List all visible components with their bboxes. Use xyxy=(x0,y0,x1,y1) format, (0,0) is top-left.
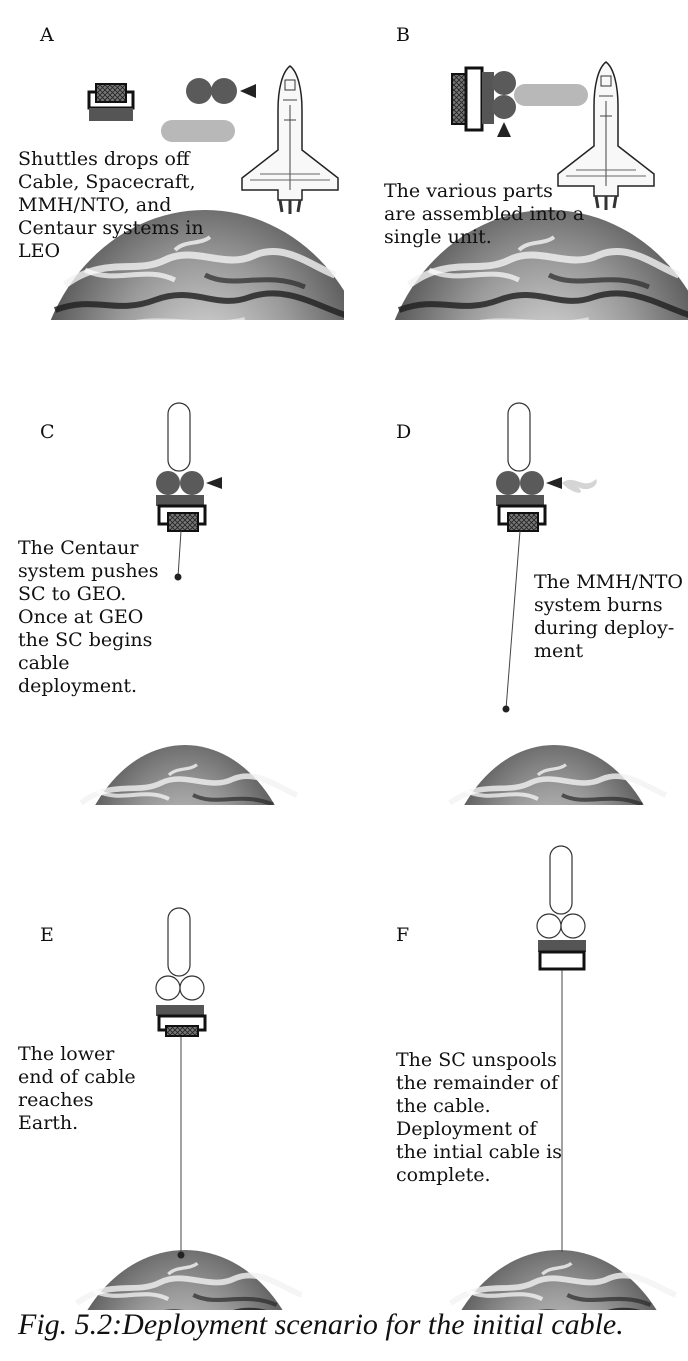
spacecraft-module xyxy=(496,471,597,532)
cable-end-weight xyxy=(502,705,510,713)
panel-e-illustration xyxy=(0,907,344,1310)
panel-f-letter: F xyxy=(396,924,410,946)
spacecraft-module xyxy=(536,913,586,971)
earth-limb xyxy=(50,210,344,320)
panel-f: F The SC unspools the remainder of the c… xyxy=(344,840,688,1310)
panel-e-caption: The lower end of cable reaches Earth. xyxy=(18,1043,136,1134)
panel-c: C The Centaur system pushes SC to GEO. O… xyxy=(0,385,344,805)
panel-a-illustration xyxy=(50,65,344,320)
panel-a: A Shuttles drops off Cable, Spacecraft, … xyxy=(0,0,344,320)
assembled-unit xyxy=(451,66,588,137)
cable-line xyxy=(177,530,182,578)
centaur-tank xyxy=(549,845,573,915)
panel-e: E The lower end of cable reaches Earth. xyxy=(0,840,344,1310)
centaur-tank xyxy=(161,120,235,142)
panel-c-illustration xyxy=(0,402,344,805)
panel-b-letter: B xyxy=(396,24,410,46)
earth-limb xyxy=(394,210,688,320)
panel-e-letter: E xyxy=(40,924,54,946)
panel-b: B The various parts are assembled into a… xyxy=(344,0,688,320)
panel-a-caption: Shuttles drops off Cable, Spacecraft, MM… xyxy=(18,148,204,262)
figure-caption: Fig. 5.2:Deployment scenario for the ini… xyxy=(18,1308,624,1341)
earth-limb xyxy=(60,1250,310,1310)
panel-d: D The MMH/NTO system burns during deploy… xyxy=(344,385,688,805)
panel-b-illustration xyxy=(394,61,688,320)
panel-c-letter: C xyxy=(40,421,55,443)
centaur-tank xyxy=(167,907,191,977)
panel-d-caption: The MMH/NTO system burns during deploy- … xyxy=(534,571,683,662)
panel-d-letter: D xyxy=(396,421,412,443)
centaur-tank xyxy=(167,402,191,472)
cable-end-weight xyxy=(174,573,182,581)
space-shuttle xyxy=(241,65,339,214)
spacecraft-module xyxy=(186,78,256,104)
panel-f-caption: The SC unspools the remainder of the cab… xyxy=(396,1049,562,1186)
earth-limb xyxy=(439,745,674,805)
panel-f-illustration xyxy=(344,845,688,1310)
spacecraft-module xyxy=(155,975,207,1037)
cable-spool-module xyxy=(87,83,135,121)
earth-limb xyxy=(70,745,305,805)
centaur-tank xyxy=(507,402,531,472)
panel-d-illustration xyxy=(344,402,688,805)
earth-limb xyxy=(434,1250,684,1310)
space-shuttle xyxy=(557,61,655,210)
panel-b-caption: The various parts are assembled into a s… xyxy=(384,180,585,248)
spacecraft-module xyxy=(156,471,222,532)
panel-c-caption: The Centaur system pushes SC to GEO. Onc… xyxy=(18,537,159,697)
panel-a-letter: A xyxy=(40,24,54,46)
engine-plume xyxy=(562,479,597,493)
cable-line xyxy=(505,530,521,710)
cable-end-weight xyxy=(177,1251,185,1259)
